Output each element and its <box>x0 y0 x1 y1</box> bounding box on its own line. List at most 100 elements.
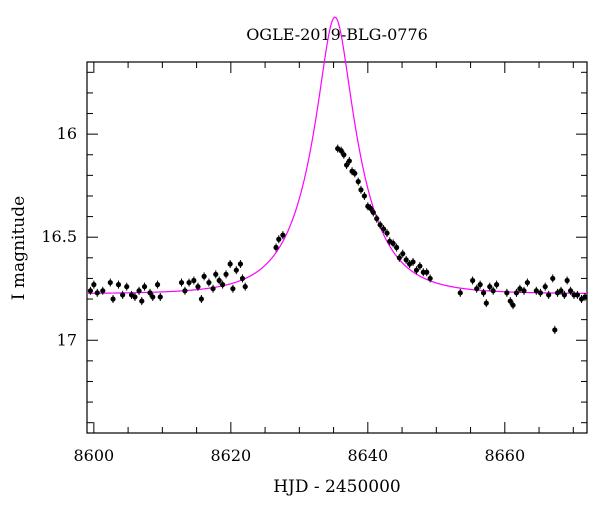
data-point <box>242 282 248 291</box>
point-marker <box>178 279 185 286</box>
point-marker <box>510 302 516 308</box>
point-marker <box>564 277 570 284</box>
data-point <box>370 208 376 217</box>
point-marker <box>273 244 279 251</box>
point-marker <box>427 275 433 282</box>
point-marker <box>182 288 188 294</box>
point-marker <box>206 279 212 286</box>
point-marker <box>361 193 367 199</box>
data-point <box>542 282 548 291</box>
data-point <box>513 288 520 297</box>
point-marker <box>487 284 493 290</box>
data-point <box>537 288 544 297</box>
data-point <box>233 266 239 275</box>
point-marker <box>227 261 233 267</box>
point-marker <box>457 290 463 296</box>
data-point <box>393 243 400 252</box>
point-marker <box>424 269 430 275</box>
point-marker <box>533 288 539 294</box>
x-tick-label: 8660 <box>484 446 525 465</box>
point-marker <box>346 158 352 164</box>
point-marker <box>558 288 564 294</box>
data-point <box>567 286 574 295</box>
point-marker <box>483 300 489 306</box>
point-marker <box>338 148 344 154</box>
point-marker <box>396 255 402 261</box>
data-point <box>178 278 185 287</box>
data-point <box>561 290 567 299</box>
data-point <box>517 284 523 293</box>
data-point <box>582 292 588 301</box>
y-tick-label: 17 <box>57 330 77 349</box>
data-point <box>150 292 156 301</box>
point-marker <box>374 216 380 222</box>
data-point <box>230 284 236 293</box>
point-marker <box>490 288 496 294</box>
data-point <box>507 297 513 306</box>
data-point <box>338 146 344 155</box>
point-marker <box>582 294 588 300</box>
data-point <box>574 290 581 299</box>
data-point <box>280 231 286 240</box>
point-marker <box>380 226 387 232</box>
point-marker <box>115 282 122 288</box>
point-marker <box>223 271 229 277</box>
x-tick-label: 8620 <box>210 446 251 465</box>
point-marker <box>141 284 148 290</box>
data-points <box>87 144 588 334</box>
point-marker <box>377 222 383 228</box>
data-point <box>223 270 229 279</box>
data-point <box>124 282 130 291</box>
point-marker <box>280 232 286 238</box>
data-point <box>396 253 402 262</box>
data-point <box>510 301 516 310</box>
point-marker <box>87 288 94 294</box>
data-point <box>490 286 496 295</box>
chart-title: OGLE-2019-BLG-0776 <box>246 25 428 44</box>
data-point <box>136 286 142 295</box>
data-point <box>474 284 480 293</box>
point-marker <box>91 282 97 288</box>
data-point <box>403 255 409 264</box>
point-marker <box>355 178 361 185</box>
data-point <box>195 282 201 291</box>
point-marker <box>367 205 374 211</box>
point-marker <box>147 290 153 296</box>
point-marker <box>417 263 423 269</box>
data-point <box>87 286 94 295</box>
point-marker <box>242 284 248 290</box>
point-marker <box>100 288 106 294</box>
data-point <box>558 286 564 295</box>
point-marker <box>210 286 216 292</box>
data-point <box>524 278 531 287</box>
data-point <box>201 272 207 281</box>
point-marker <box>237 261 244 267</box>
point-marker <box>132 294 138 300</box>
data-point <box>358 185 364 194</box>
data-point <box>521 286 527 295</box>
point-marker <box>504 290 510 296</box>
data-point <box>480 288 487 297</box>
x-tick-label: 8600 <box>73 446 114 465</box>
data-point <box>343 161 350 170</box>
point-marker <box>198 296 204 302</box>
y-axis-label: I magnitude <box>9 196 29 300</box>
point-marker <box>352 170 358 176</box>
data-point <box>477 280 483 289</box>
data-point <box>552 325 558 334</box>
point-marker <box>120 292 126 298</box>
point-marker <box>150 294 156 300</box>
data-point <box>361 191 367 200</box>
data-point <box>94 288 100 297</box>
data-point <box>367 204 374 213</box>
point-marker <box>403 257 409 263</box>
point-marker <box>390 240 396 246</box>
data-point <box>377 220 383 229</box>
data-point <box>220 280 226 289</box>
point-marker <box>537 290 544 296</box>
data-point <box>186 278 192 287</box>
data-point <box>410 257 416 266</box>
data-point <box>355 177 361 186</box>
data-point <box>487 282 493 291</box>
